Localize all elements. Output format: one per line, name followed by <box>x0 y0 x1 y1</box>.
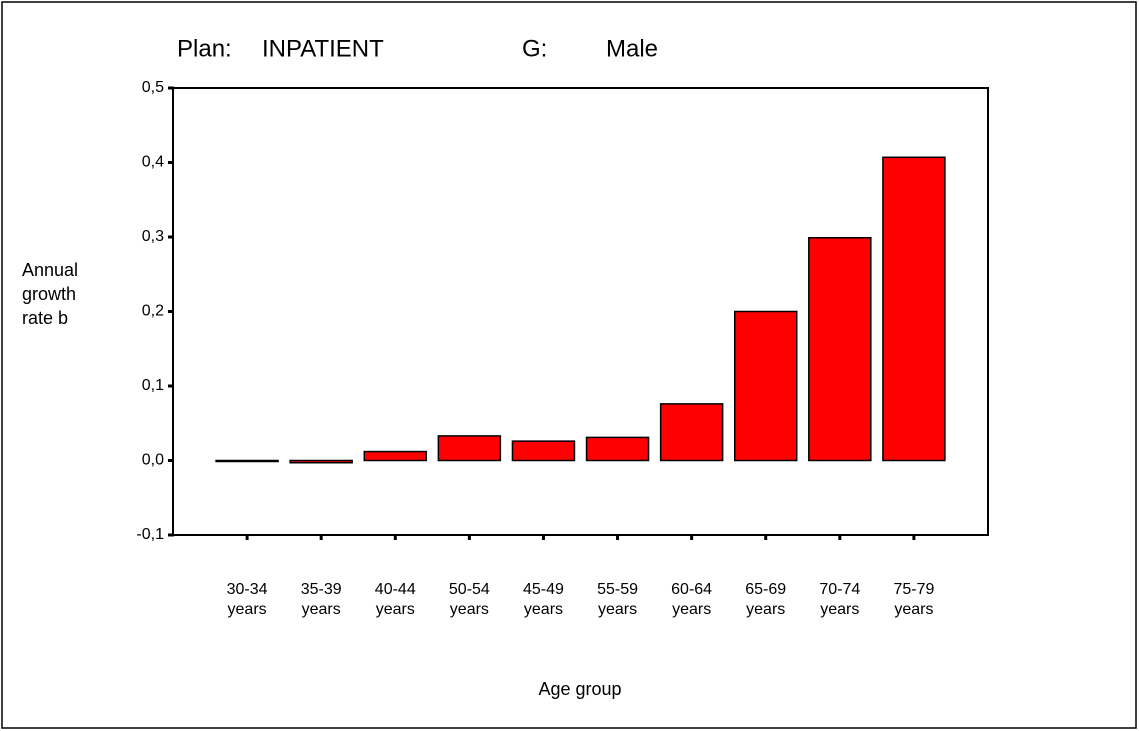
y-tick-label: 0,2 <box>142 303 164 320</box>
x-tick-label: 45-49 years <box>522 581 564 618</box>
bar <box>659 403 724 462</box>
title-part: Plan: <box>177 35 232 62</box>
x-tick-label: 65-69 years <box>745 581 787 618</box>
bar <box>437 435 502 462</box>
x-tick-label: 70-74 years <box>819 581 861 618</box>
bar <box>882 156 946 462</box>
x-tick-label: 75-79 years <box>893 581 935 618</box>
bar <box>215 459 279 463</box>
x-axis-label: Age group <box>538 679 621 699</box>
x-tick-label: 55-59 years <box>597 581 638 618</box>
bar <box>585 436 650 462</box>
y-tick-label: 0,1 <box>142 377 164 394</box>
x-tick-label: 40-44 years <box>374 581 416 618</box>
bar <box>289 459 353 464</box>
x-tick-label: 35-39 years <box>300 581 342 618</box>
title-part: INPATIENT <box>262 35 384 62</box>
bar <box>808 236 872 462</box>
plot-frame <box>172 87 989 536</box>
x-tick-label: 60-64 years <box>671 581 713 618</box>
x-tick-label: 50-54 years <box>448 581 490 618</box>
y-tick-label: 0,3 <box>142 228 164 245</box>
y-tick-label: 0,0 <box>142 452 164 469</box>
bar <box>511 440 576 462</box>
y-tick-label: -0,1 <box>136 526 164 543</box>
title-part: G: <box>522 35 547 62</box>
y-tick-label: 0,5 <box>142 79 164 96</box>
y-axis-label: Annual growth rate b <box>22 260 79 328</box>
bar <box>733 310 798 462</box>
bar <box>363 450 428 462</box>
x-tick-label: 30-34 years <box>226 581 268 618</box>
y-tick-label: 0,4 <box>142 154 164 171</box>
title-part: Male <box>606 35 658 62</box>
